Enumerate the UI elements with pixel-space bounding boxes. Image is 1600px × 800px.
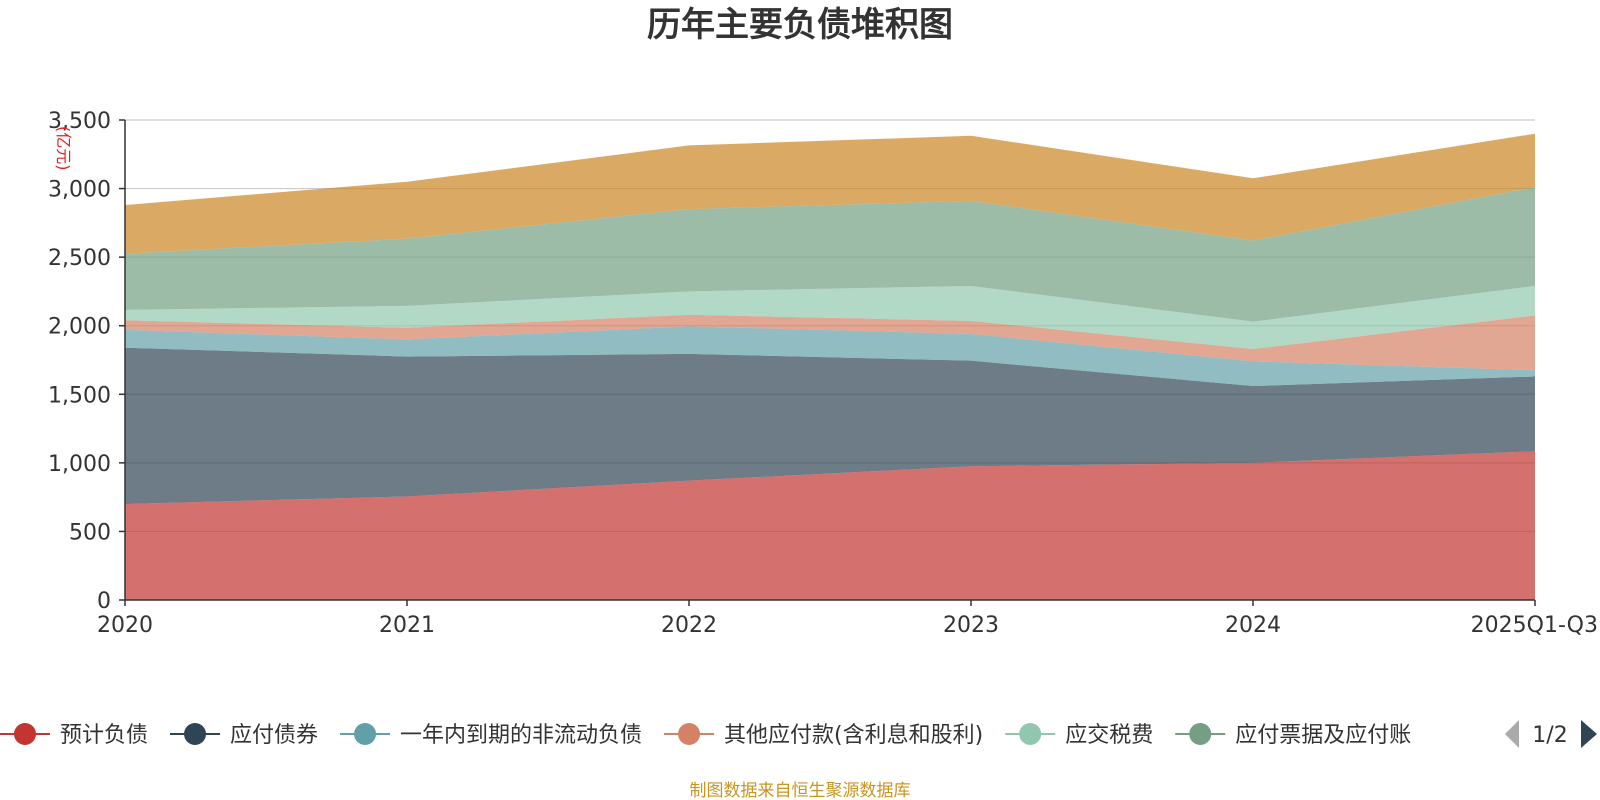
y-tick-label-4: 2,000: [48, 315, 111, 340]
axes: 0 500 1,000 1,500 2,000 2,500 3,000 3,500 2020 20…: [48, 109, 1598, 638]
legend-label-3: 其他应付款(含利息和股利): [724, 723, 983, 748]
area-series-5: [125, 187, 1535, 322]
area-series-2: [125, 326, 1535, 387]
y-tick-label-3: 1,500: [48, 383, 111, 408]
y-tick-label-5: 2,500: [48, 246, 111, 271]
legend-label-1: 应付债券: [230, 723, 318, 748]
legend-marker-3: [678, 723, 701, 745]
y-tick-label-0: 0: [97, 589, 111, 614]
legend-label-2: 一年内到期的非流动负债: [400, 723, 642, 748]
y-tick-label-7: 3,500: [48, 109, 111, 134]
legend-item-0[interactable]: 预计负债: [0, 723, 148, 748]
y-axis-unit-label: (亿元): [54, 126, 73, 171]
legend-item-2[interactable]: 一年内到期的非流动负债: [340, 723, 642, 748]
area-series-0: [125, 451, 1535, 600]
legend-marker-5: [1189, 723, 1212, 745]
area-series-4: [125, 285, 1535, 350]
data-source-note: 制图数据来自恒生聚源数据库: [690, 781, 911, 800]
area-series-6: [125, 133, 1535, 254]
y-tick-label-2: 1,000: [48, 452, 111, 477]
legend-label-5: 应付票据及应付账: [1235, 723, 1411, 748]
legend[interactable]: 预计负债 应付债券 一年内到期的非流动负债 其他应付款(含利息和股利) 应交税费 应付票据…: [0, 720, 1597, 748]
legend-item-1[interactable]: 应付债券: [170, 723, 318, 748]
legend-marker-0: [14, 723, 36, 745]
area-series-3: [125, 314, 1535, 371]
y-tick-label-1: 500: [69, 520, 111, 545]
x-tick-label-1: 2021: [379, 613, 435, 638]
legend-page-indicator: 1/2: [1532, 723, 1567, 748]
legend-item-4[interactable]: 应交税费: [1005, 723, 1153, 748]
x-tick-label-4: 2024: [1225, 613, 1281, 638]
legend-item-5[interactable]: 应付票据及应付账: [1175, 723, 1411, 748]
y-tick-label-6: 3,000: [48, 178, 111, 203]
legend-marker-2: [354, 723, 377, 745]
x-tick-label-0: 2020: [97, 613, 153, 638]
legend-marker-4: [1019, 723, 1042, 745]
x-tick-label-5: 2025Q1-Q3: [1471, 613, 1598, 638]
chart-title: 历年主要负债堆积图: [647, 5, 953, 45]
x-tick-label-2: 2022: [661, 613, 717, 638]
legend-label-0: 预计负债: [60, 723, 148, 748]
legend-next-page-icon[interactable]: [1581, 720, 1597, 748]
legend-prev-page-icon[interactable]: [1505, 720, 1519, 748]
legend-label-4: 应交税费: [1065, 723, 1153, 748]
area-series-group: [125, 133, 1535, 600]
area-series-1: [125, 347, 1535, 504]
x-tick-label-3: 2023: [943, 613, 999, 638]
legend-marker-1: [184, 723, 207, 745]
legend-item-3[interactable]: 其他应付款(含利息和股利): [664, 723, 983, 748]
